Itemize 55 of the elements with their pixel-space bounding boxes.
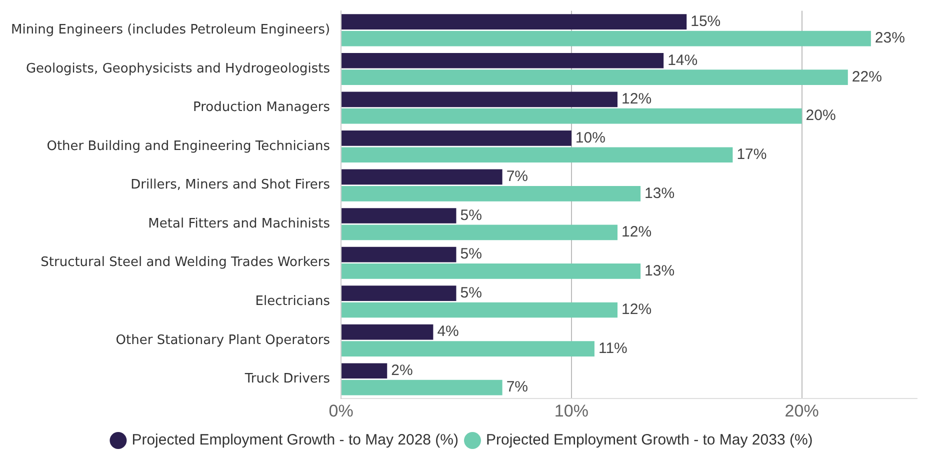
bar bbox=[342, 224, 618, 240]
data-label: 4% bbox=[437, 323, 459, 340]
data-label: 10% bbox=[575, 129, 606, 146]
data-label: 23% bbox=[874, 30, 905, 47]
x-tick-label: 20% bbox=[784, 401, 819, 420]
bar bbox=[342, 302, 618, 318]
bar bbox=[342, 264, 641, 279]
x-tick-label: 10% bbox=[554, 401, 588, 420]
bar bbox=[342, 169, 502, 185]
legend-label: Projected Employment Growth - to May 2028 (%) bbox=[132, 432, 459, 449]
data-label: 12% bbox=[622, 90, 652, 108]
data-label: 14% bbox=[668, 52, 698, 69]
data-label: 5% bbox=[460, 206, 482, 224]
data-label: 5% bbox=[460, 284, 482, 302]
y-tick-label: Drillers, Miners and Shot Firers bbox=[130, 178, 330, 193]
bar bbox=[342, 186, 641, 202]
bar bbox=[342, 130, 572, 146]
data-label: 5% bbox=[460, 246, 482, 263]
y-tick-label: Other Stationary Plant Operators bbox=[116, 332, 330, 348]
bar bbox=[342, 147, 733, 163]
bar bbox=[342, 108, 802, 124]
bar bbox=[342, 324, 434, 340]
bar bbox=[342, 246, 456, 262]
data-label: 13% bbox=[644, 184, 675, 202]
bar bbox=[342, 208, 456, 224]
data-label: 7% bbox=[506, 168, 528, 186]
y-tick-label: Mining Engineers (includes Petroleum Engineers) bbox=[10, 22, 330, 38]
bar bbox=[342, 92, 618, 108]
data-label: 11% bbox=[598, 340, 628, 357]
bar bbox=[342, 380, 502, 396]
data-label: 2% bbox=[391, 362, 413, 380]
y-tick-label: Geologists, Geophysicists and Hydrogeologists bbox=[26, 61, 330, 76]
y-tick-label: Production Managers bbox=[192, 100, 330, 116]
bar bbox=[342, 286, 456, 301]
bar bbox=[342, 14, 687, 30]
x-tick-label: 0% bbox=[328, 401, 354, 420]
data-label: 17% bbox=[736, 146, 767, 164]
bar bbox=[342, 52, 664, 68]
y-tick-label: Other Building and Engineering Technicians bbox=[46, 138, 330, 154]
y-tick-label: Metal Fitters and Machinists bbox=[148, 216, 330, 232]
y-tick-label: Structural Steel and Welding Trades Workers bbox=[40, 255, 330, 270]
bar bbox=[342, 30, 871, 46]
data-label: 15% bbox=[690, 12, 721, 30]
data-label: 12% bbox=[622, 301, 652, 318]
data-label: 20% bbox=[806, 107, 836, 124]
legend-label: Projected Employment Growth - to May 2033 (%) bbox=[486, 432, 813, 449]
y-tick-label: Truck Drivers bbox=[244, 372, 330, 387]
data-label: 22% bbox=[852, 68, 882, 86]
y-tick-label: Electricians bbox=[255, 294, 330, 310]
data-label: 12% bbox=[622, 224, 652, 241]
bar bbox=[342, 363, 388, 379]
data-label: 13% bbox=[644, 262, 675, 280]
bar bbox=[342, 70, 848, 85]
data-label: 7% bbox=[506, 378, 528, 396]
bar bbox=[342, 341, 594, 356]
